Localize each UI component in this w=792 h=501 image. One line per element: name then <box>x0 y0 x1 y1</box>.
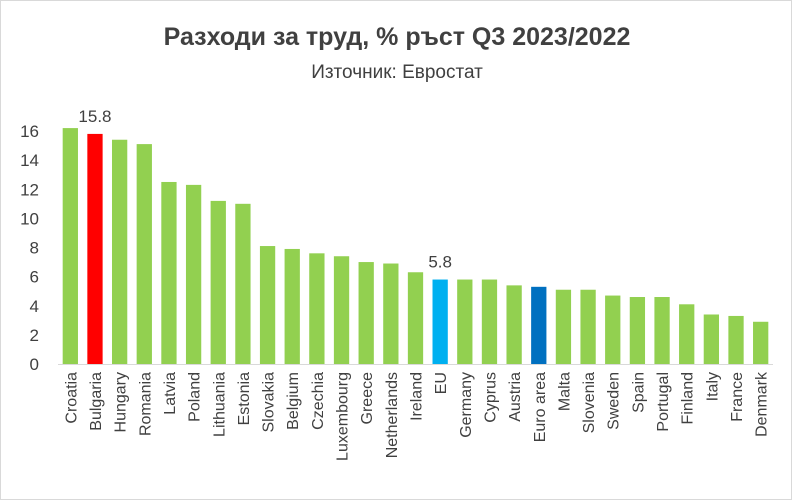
data-label: 15.8 <box>78 107 111 126</box>
x-tick-label: EU <box>433 372 450 394</box>
bar-croatia <box>62 128 78 364</box>
bar-latvia <box>161 181 177 364</box>
x-tick-label: Belgium <box>285 372 302 430</box>
x-tick-label: Cyprus <box>482 372 499 423</box>
x-tick-label: Ireland <box>409 372 426 421</box>
x-tick-label: Czechia <box>310 372 327 430</box>
bar-hungary <box>111 139 128 364</box>
x-tick-label: Croatia <box>63 372 80 424</box>
bar-austria <box>506 285 522 364</box>
x-tick-label: Latvia <box>162 372 179 415</box>
y-tick-label: 12 <box>20 180 39 199</box>
bar-sweden <box>605 295 621 364</box>
bar-ireland <box>407 272 424 364</box>
bar-czechia <box>309 253 325 364</box>
y-tick-label: 4 <box>30 297 39 316</box>
x-tick-label: Luxembourg <box>335 372 352 461</box>
x-tick-label: Hungary <box>113 372 130 432</box>
x-tick-label: Estonia <box>236 372 253 425</box>
y-tick-label: 8 <box>30 239 39 258</box>
x-tick-label: Italy <box>704 372 721 401</box>
chart-subtitle: Източник: Евростат <box>311 62 483 83</box>
y-tick-label: 16 <box>20 122 39 141</box>
bar-netherlands <box>383 263 399 364</box>
x-tick-label: Bulgaria <box>88 372 105 431</box>
bar-slovakia <box>259 246 276 364</box>
x-tick-label: France <box>729 372 746 422</box>
bar-bulgaria <box>87 133 103 364</box>
bar-finland <box>679 304 695 364</box>
bar-romania <box>136 144 152 364</box>
bar-germany <box>457 279 473 364</box>
bar-greece <box>358 262 374 364</box>
y-tick-label: 14 <box>20 151 39 170</box>
bar-italy <box>703 314 720 364</box>
bar-denmark <box>753 321 769 364</box>
x-tick-label: Spain <box>630 372 647 413</box>
x-tick-label: Finland <box>680 372 697 424</box>
bar-belgium <box>284 248 300 364</box>
x-tick-label: Poland <box>187 372 204 422</box>
x-tick-label: Slovenia <box>581 372 598 433</box>
bar-eu <box>432 279 448 364</box>
x-tick-label: Denmark <box>754 371 771 437</box>
x-tick-label: Germany <box>458 372 475 438</box>
y-tick-label: 2 <box>30 326 39 345</box>
y-tick-label: 6 <box>30 268 39 287</box>
y-tick-label: 0 <box>30 355 39 374</box>
chart-title: Разходи за труд, % ръст Q3 2023/2022 <box>163 23 631 51</box>
bar-poland <box>185 184 202 364</box>
x-tick-label: Netherlands <box>384 372 401 458</box>
bar-euro-area <box>531 286 547 364</box>
x-tick-label: Malta <box>556 372 573 411</box>
bar-portugal <box>654 297 670 364</box>
bar-spain <box>629 297 646 364</box>
x-tick-label: Slovakia <box>261 372 278 433</box>
x-tick-label: Sweden <box>606 372 623 430</box>
bar-malta <box>555 289 572 364</box>
y-tick-label: 10 <box>20 209 39 228</box>
bar-slovenia <box>580 289 596 364</box>
x-tick-label: Portugal <box>655 372 672 432</box>
x-tick-label: Euro area <box>532 372 549 442</box>
data-label: 5.8 <box>428 253 452 272</box>
bar-luxembourg <box>333 256 350 364</box>
bar-france <box>728 315 744 364</box>
bar-estonia <box>235 203 251 364</box>
bar-cyprus <box>481 279 498 364</box>
x-tick-label: Austria <box>507 372 524 422</box>
x-tick-label: Romania <box>137 372 154 436</box>
x-tick-label: Greece <box>359 372 376 425</box>
bar-lithuania <box>210 200 226 364</box>
x-tick-label: Lithuania <box>211 372 228 437</box>
